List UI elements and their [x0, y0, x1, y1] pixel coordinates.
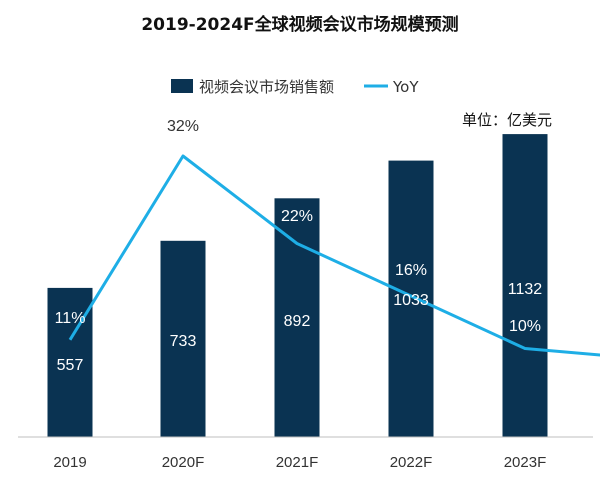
yoy-value-label-0: 11%: [55, 310, 86, 327]
bar-value-label-2: 892: [284, 313, 311, 330]
chart-title: 2019-2024F全球视频会议市场规模预测: [141, 14, 458, 35]
legend-label-bar: 视频会议市场销售额: [199, 78, 334, 96]
legend: 视频会议市场销售额 YoY: [171, 78, 419, 96]
yoy-line: [68, 154, 600, 357]
x-tick-label-1: 2020F: [162, 454, 205, 471]
bar-3: [388, 160, 434, 437]
legend-label-line: YoY: [392, 78, 419, 96]
yoy-value-label-4: 10%: [509, 318, 541, 335]
x-tick-label-3: 2022F: [390, 454, 433, 471]
x-axis-ticks: 2019 2020F 2021F 2022F 2023F: [53, 454, 546, 471]
legend-swatch-bar: [171, 79, 193, 93]
x-tick-label-2: 2021F: [276, 454, 319, 471]
bar-2: [274, 198, 320, 437]
bar-value-label-1: 733: [170, 333, 197, 350]
yoy-series: [68, 154, 600, 357]
data-labels: 557 733 892 1033 1132 11% 32% 22% 16% 10%: [55, 118, 543, 374]
bar-4: [502, 134, 548, 437]
bars: [47, 134, 548, 437]
bar-value-label-3: 1033: [393, 292, 429, 309]
yoy-value-label-1: 32%: [167, 118, 199, 135]
x-tick-label-0: 2019: [53, 454, 86, 471]
yoy-value-label-3: 16%: [395, 262, 427, 279]
bar-value-label-4: 1132: [508, 281, 543, 298]
unit-label: 单位：亿美元: [462, 111, 552, 129]
bar-1: [160, 240, 206, 437]
yoy-value-label-2: 22%: [281, 208, 313, 225]
x-tick-label-4: 2023F: [504, 454, 547, 471]
bar-value-label-0: 557: [57, 357, 84, 374]
